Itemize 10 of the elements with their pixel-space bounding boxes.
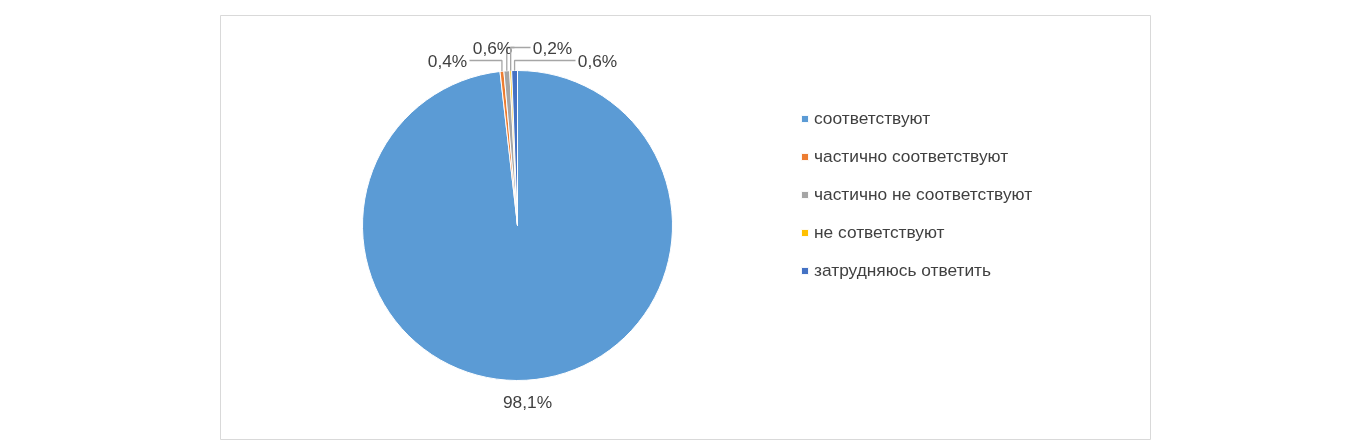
data-label: 0,4% <box>427 50 468 71</box>
data-label: 0,6% <box>472 37 513 58</box>
legend-label: частично соответствуют <box>814 146 1009 167</box>
legend-label: не сответствуют <box>814 222 945 243</box>
legend-label: затрудняюсь ответить <box>814 260 992 281</box>
data-label: 0,6% <box>577 50 618 71</box>
legend-label: соответствуют <box>814 108 931 129</box>
data-label: 98,1% <box>502 392 553 413</box>
legend-label: частично не соответствуют <box>814 184 1033 205</box>
data-label: 0,2% <box>532 37 573 58</box>
